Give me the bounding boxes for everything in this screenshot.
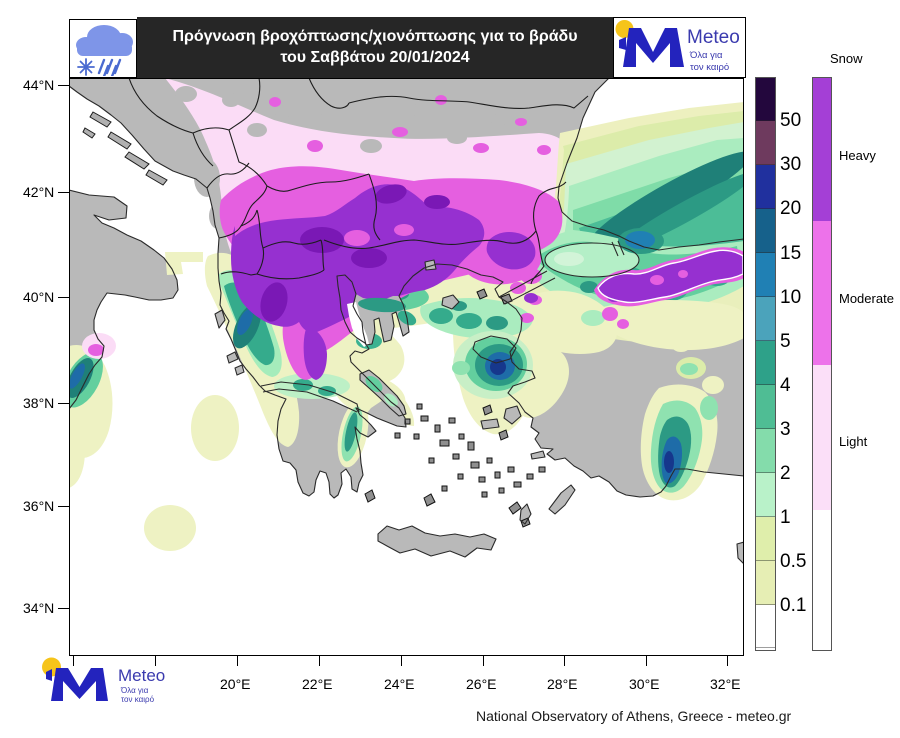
svg-text:τον καιρό: τον καιρό xyxy=(690,62,729,73)
svg-text:Όλα για: Όλα για xyxy=(689,50,723,61)
svg-text:Όλα για: Όλα για xyxy=(120,686,149,695)
svg-text:τον καιρό: τον καιρό xyxy=(121,695,155,704)
svg-text:Meteo: Meteo xyxy=(687,27,740,48)
svg-text:Meteo: Meteo xyxy=(118,666,165,685)
